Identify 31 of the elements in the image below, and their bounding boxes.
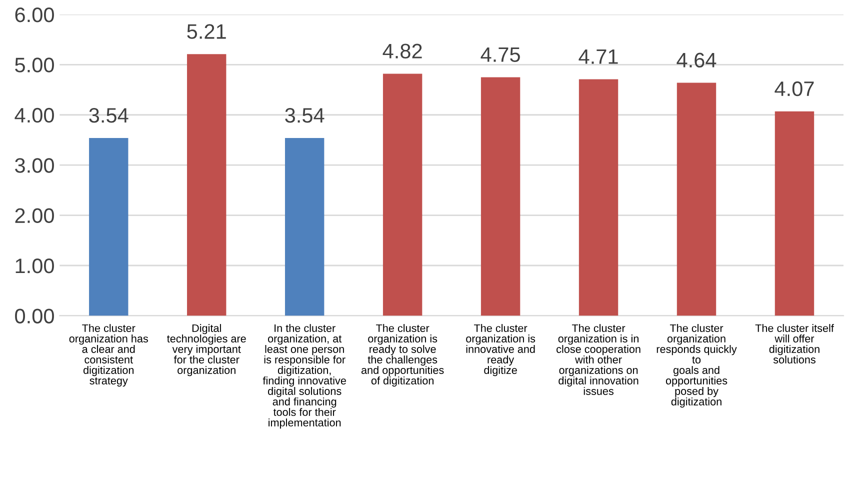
data-label: 4.75 [480,47,520,62]
bar [676,82,716,316]
bar [187,54,226,316]
data-label: 3.54 [89,108,128,123]
x-tick-label: The cluster organization is in close cooperation with other organizations on digital innovation issues [556,324,640,395]
y-tick-label: 3.00 [15,158,54,173]
data-label: 5.21 [187,24,226,39]
data-label: 4.71 [578,49,618,64]
category-label: In the cluster organization, at least one person is responsible for digitization, finding innovative digital solutions and financing tools for their implementation [262,324,346,429]
x-tick-label: The cluster itself will offer digitization solutions [755,324,834,364]
bar [480,77,520,316]
bar [774,111,814,316]
data-label: 4.64 [676,52,716,68]
bar [578,79,618,316]
y-tick-label: 4.00 [14,108,54,123]
bar [89,138,128,316]
data-label: 4.82 [382,44,422,58]
x-tick-label: The cluster organization responds quickly to goals and opportunities posed by digitization [656,324,737,408]
data-label: 4.07 [774,81,814,96]
y-tick-label: 5.00 [15,58,54,72]
x-tick-label: Digital technologies are very important for the cluster organization [167,324,246,376]
x-tick-label: The cluster organization is innovative and ready digitize [466,324,536,376]
x-tick-label: The cluster organization has a clear and consistent digitization strategy [69,324,148,387]
y-tick-label: 6.00 [15,7,54,22]
bar [382,74,422,316]
bar [284,138,324,316]
y-tick-label: 2.00 [15,208,54,224]
y-tick-label: 1.00 [16,258,54,274]
data-label: 3.54 [285,108,324,123]
x-tick-label: The cluster organization is ready to solve the challenges and opportunities of digitization [361,324,444,387]
y-tick-label: 0.00 [15,308,54,324]
